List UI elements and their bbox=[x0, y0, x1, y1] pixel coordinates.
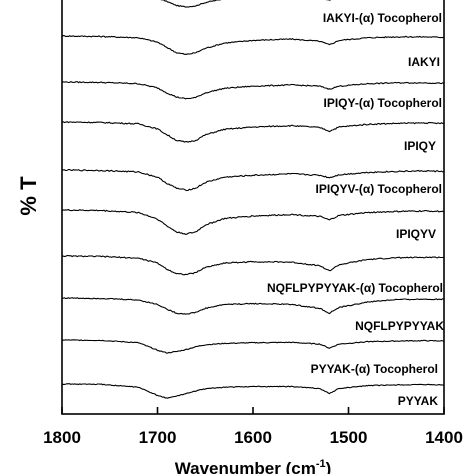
series-line bbox=[61, 35, 445, 55]
x-axis-title-suffix: ) bbox=[326, 459, 332, 474]
series-label-group: IAKYI-(α) Tocopherol IAKYI IPIQY-(α) Tocop… bbox=[267, 11, 444, 408]
series-label: PYYAK-(α) Tocopherol bbox=[311, 362, 438, 376]
x-tick-label: 1700 bbox=[139, 428, 177, 447]
series-label: IPIQYV-(α) Tocopherol bbox=[316, 182, 443, 196]
series-line bbox=[61, 208, 445, 235]
series-label: IPIQYV bbox=[396, 227, 436, 241]
y-axis-title: % T bbox=[16, 176, 41, 216]
x-tick-label: 1800 bbox=[43, 428, 81, 447]
x-tick-label: 1400 bbox=[425, 428, 463, 447]
x-axis-title: Wavenumber (cm-1) bbox=[175, 458, 332, 474]
series-label: IPIQY-(α) Tocopherol bbox=[324, 96, 443, 110]
x-axis-title-superscript: -1 bbox=[316, 458, 326, 470]
plot-frame bbox=[61, 0, 445, 415]
series-line bbox=[61, 120, 445, 143]
series-label: NQFLPYPYYAK-(α) Tocopherol bbox=[267, 281, 443, 295]
series-line bbox=[61, 255, 445, 276]
x-axis-title-main: Wavenumber (cm bbox=[175, 459, 316, 474]
series-label: IPIQY bbox=[404, 139, 436, 153]
x-tick-label: 1500 bbox=[330, 428, 368, 447]
series-line bbox=[61, 80, 445, 100]
series-line bbox=[61, 339, 445, 354]
x-tick-group: 1800 1700 1600 1500 1400 bbox=[43, 407, 463, 447]
series-line bbox=[61, 297, 445, 315]
series-group bbox=[61, 0, 445, 399]
series-label: PYYAK bbox=[398, 394, 439, 408]
x-tick-label: 1600 bbox=[234, 428, 272, 447]
series-label: IAKYI-(α) Tocopherol bbox=[323, 11, 442, 25]
series-line bbox=[61, 383, 445, 399]
series-line bbox=[61, 168, 445, 192]
series-label: IAKYI bbox=[408, 55, 440, 69]
series-line bbox=[160, 0, 332, 8]
series-label: NQFLPYPYYAK bbox=[355, 319, 444, 333]
